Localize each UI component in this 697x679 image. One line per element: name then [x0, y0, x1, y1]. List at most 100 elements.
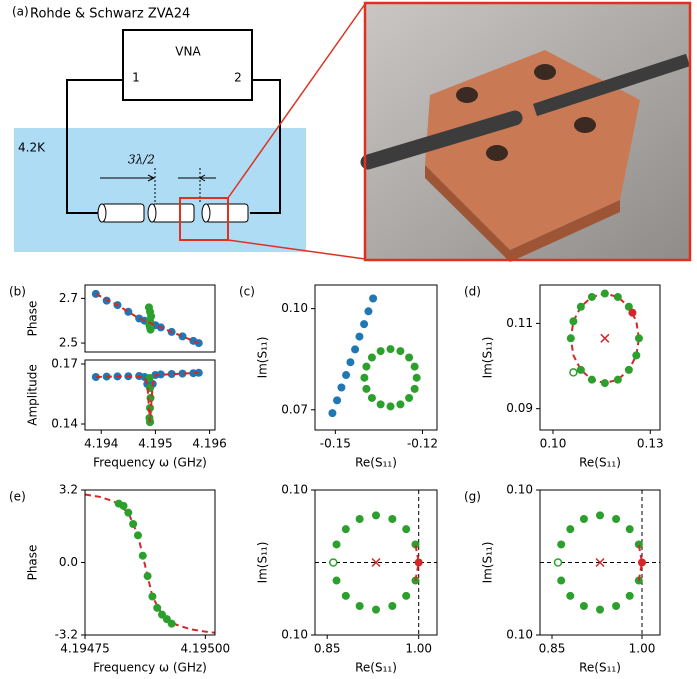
data-point [362, 384, 371, 393]
data-point [634, 334, 643, 343]
data-point [360, 373, 369, 382]
open-point [569, 368, 578, 377]
panel-label: (d) [464, 285, 481, 299]
data-point [388, 602, 397, 610]
y-tick-label: 0.11 [506, 316, 533, 330]
data-point [386, 402, 395, 411]
data-point [402, 525, 411, 534]
data-point [332, 576, 341, 585]
data-point [124, 508, 133, 517]
x-tick-label: 0.85 [539, 642, 566, 656]
data-point [346, 358, 355, 367]
data-point [613, 292, 622, 301]
zoom-line [227, 3, 366, 199]
data-point [138, 551, 147, 560]
data-point [362, 362, 371, 371]
zoom-line [227, 239, 366, 260]
fit-curve [95, 293, 200, 344]
wire [66, 79, 123, 214]
data-point [146, 323, 154, 332]
data-point [153, 603, 162, 612]
y-tick-label: 2.5 [59, 336, 78, 350]
data-point [396, 400, 405, 409]
data-point [414, 558, 423, 567]
data-point [600, 379, 609, 388]
data-point [587, 292, 596, 301]
x-tick-label: 4.196 [192, 437, 226, 451]
center-marker [371, 557, 381, 568]
arrow-head [147, 174, 156, 182]
photo-frame [363, 1, 692, 262]
data-point [596, 605, 604, 614]
data-point [386, 345, 395, 354]
axes-frame [314, 284, 438, 431]
data-point [576, 302, 585, 311]
data-point [624, 302, 633, 311]
fit-curve [85, 493, 215, 634]
data-point [566, 525, 575, 534]
plot-area [91, 368, 203, 426]
data-point [178, 332, 187, 341]
data-point [600, 289, 609, 298]
data-point [367, 353, 376, 362]
data-point [612, 602, 621, 610]
data-point [625, 591, 634, 600]
plot-area [540, 490, 660, 635]
data-point [596, 511, 604, 520]
y-tick-label: 0.10 [506, 628, 533, 642]
data-point [355, 332, 364, 341]
temperature-label: 4.2K [18, 141, 46, 155]
data-point [411, 540, 420, 549]
x-axis-label: Re(S₁₁) [579, 661, 621, 675]
axes-frame [314, 489, 438, 636]
data-point [634, 540, 643, 549]
x-axis-label: Re(S₁₁) [355, 661, 397, 675]
data-point [557, 576, 566, 585]
data-point [388, 515, 397, 523]
data-point [372, 511, 380, 520]
x-axis-label: Re(S₁₁) [579, 456, 621, 470]
cryostat-region [14, 128, 306, 252]
data-point [332, 540, 341, 549]
data-point [612, 515, 621, 523]
y-axis-label: Im(S₁₁) [481, 542, 495, 584]
panel-label: (g) [464, 490, 481, 504]
fit-curve [637, 544, 644, 581]
panel-label: (c) [239, 285, 255, 299]
x-axis-label: Re(S₁₁) [355, 456, 397, 470]
data-point [625, 525, 634, 534]
data-point [638, 558, 646, 567]
data-point [333, 396, 342, 405]
data-point [337, 383, 346, 392]
panel-label: (a) [12, 5, 29, 19]
data-point [145, 374, 154, 382]
y-tick-label: 0.17 [51, 357, 78, 371]
arrow-head [199, 174, 206, 182]
data-point [557, 540, 566, 549]
plot-area [85, 493, 215, 634]
x-tick-label: 4.19500 [181, 642, 231, 656]
data-point [178, 369, 187, 378]
y-tick-label: 0.10 [506, 483, 533, 497]
axes-frame [84, 359, 216, 431]
data-point [402, 591, 411, 600]
x-axis-label: Frequency ω (GHz) [93, 456, 207, 470]
center-marker [600, 333, 610, 343]
data-point [148, 592, 157, 601]
data-point [167, 370, 176, 378]
photo [360, 4, 691, 262]
port-label: 1 [132, 71, 140, 85]
x-tick-label: -0.12 [407, 437, 438, 451]
y-tick-label: 0.10 [281, 483, 308, 497]
y-axis-label: Phase [26, 301, 40, 337]
fit-curve [414, 544, 420, 581]
data-point [566, 591, 575, 600]
plot-area [315, 490, 437, 635]
port-label: 2 [234, 71, 242, 85]
open-point [553, 558, 563, 567]
length-label: 3λ/2 [128, 153, 155, 167]
x-tick-label: 4.19475 [60, 642, 110, 656]
x-tick-label: 1.00 [405, 642, 432, 656]
zoom-box [179, 197, 229, 241]
